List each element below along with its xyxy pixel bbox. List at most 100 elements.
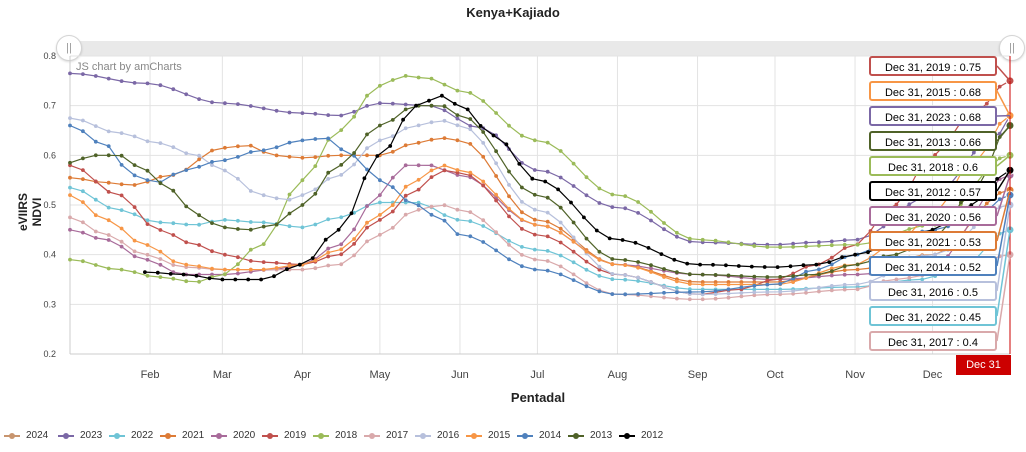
data-point [197,97,202,101]
y-tick-label: 0.8 [43,51,56,61]
legend-marker-dot [624,433,630,439]
legend-marker-dot [216,433,222,439]
x-tick-label: Jun [451,369,469,381]
scrollbar-right-grip[interactable]: || [999,35,1025,61]
amcharts-credit[interactable]: JS chart by amCharts [76,61,182,73]
data-point [339,147,344,152]
data-point [210,249,214,254]
data-point [969,203,974,207]
data-point [68,215,72,220]
data-point [223,252,227,257]
data-point [207,276,212,281]
data-point [119,239,124,244]
data-point [842,272,847,277]
data-point [855,272,860,277]
data-point [855,267,860,272]
x-tick-label: Sep [688,369,708,381]
data-point [597,267,602,272]
data-point [545,195,550,200]
data-point [545,259,550,263]
data-point [184,222,189,227]
data-point [623,277,628,282]
chart-scrollbar[interactable] [63,41,1019,56]
data-point [481,130,486,134]
data-point [339,262,344,267]
data-point [481,141,486,145]
legend-marker-dot [471,433,477,439]
legend-marker-dot [522,433,528,439]
data-point [274,145,279,150]
data-point [468,124,473,128]
data-point [442,213,447,218]
data-point [481,183,486,188]
data-point [378,200,382,205]
data-point [997,131,1002,136]
legend-label: 2014 [539,430,562,441]
data-point [545,210,550,215]
data-point [558,226,563,231]
data-point [791,280,795,284]
data-point [287,263,292,268]
data-point [662,221,666,225]
data-point [197,164,202,169]
data-point [81,220,85,225]
data-point [326,177,331,181]
data-point [93,229,98,234]
tooltip-connector [996,229,1011,317]
data-point [184,151,189,156]
data-point [465,107,470,112]
data-point [220,277,225,282]
data-point [210,272,214,277]
scrollbar-left-grip[interactable]: || [56,35,82,61]
data-point [378,193,382,198]
data-point [571,184,576,188]
data-point [223,145,227,150]
data-point [532,207,537,212]
legend-marker-dot [420,433,426,439]
data-point [429,163,434,168]
data-point [610,192,615,197]
data-point [336,227,341,232]
cursor-date-label: Dec 31 [956,355,1011,375]
tooltip: Dec 31, 2018 : 0.6 [869,156,997,176]
data-point [81,168,85,173]
data-point [365,204,369,209]
data-point [158,275,163,279]
data-point [558,175,563,180]
data-point [700,272,705,277]
data-point [584,175,589,180]
data-point [687,297,692,302]
data-point [352,153,356,158]
data-point [752,290,757,295]
data-point [545,249,550,253]
data-point [375,154,380,158]
data-point [791,274,795,278]
data-point [752,287,757,292]
data-point [610,272,615,276]
data-point [414,103,418,108]
data-point [365,132,369,137]
data-point [468,234,473,239]
data-point [119,193,124,198]
data-point [272,274,276,279]
data-point [248,104,253,108]
data-point [390,78,395,82]
data-point [349,211,354,216]
data-point [829,284,834,288]
data-point [429,103,434,108]
data-point [403,163,408,168]
data-point [132,173,137,178]
data-point [791,289,795,293]
tooltip: Dec 31, 2022 : 0.45 [869,306,997,326]
data-point [494,198,498,203]
series-line-2018 [69,75,1011,283]
data-point [132,249,137,254]
data-point [248,220,253,224]
data-point [158,83,163,88]
y-tick-label: 0.2 [43,349,56,359]
data-point [584,236,589,241]
data-point [184,92,189,97]
data-point [765,278,770,283]
tooltip: Dec 31, 2016 : 0.5 [869,281,997,301]
